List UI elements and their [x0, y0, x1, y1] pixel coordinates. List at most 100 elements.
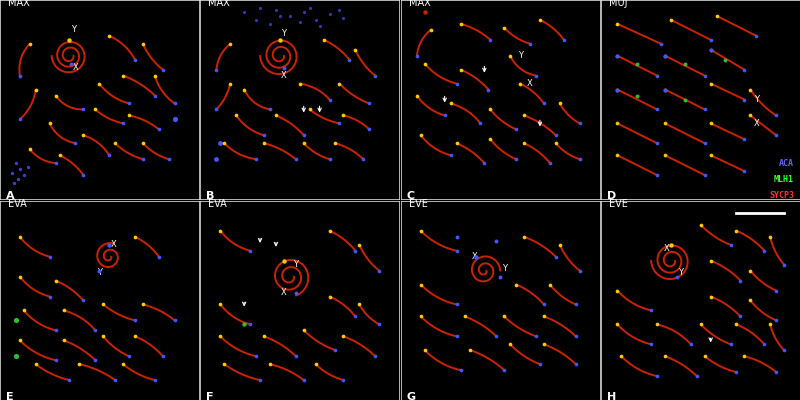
- Text: Y: Y: [518, 51, 522, 60]
- Point: [738, 96, 751, 103]
- Point: [574, 268, 586, 274]
- Text: X: X: [110, 240, 116, 249]
- Point: [611, 120, 624, 126]
- Text: MAX: MAX: [209, 0, 230, 8]
- Point: [65, 60, 78, 67]
- Point: [498, 367, 510, 373]
- Text: X: X: [73, 63, 78, 72]
- Point: [14, 274, 26, 280]
- Point: [18, 307, 30, 314]
- Point: [278, 64, 290, 71]
- Point: [704, 152, 717, 158]
- Point: [744, 86, 757, 93]
- Point: [290, 156, 302, 162]
- Point: [30, 86, 42, 93]
- Point: [438, 112, 451, 119]
- Point: [574, 156, 586, 162]
- Point: [162, 156, 175, 162]
- Point: [734, 277, 747, 284]
- Point: [738, 168, 751, 174]
- Text: MUJ: MUJ: [610, 0, 628, 8]
- Point: [214, 333, 226, 340]
- Point: [333, 80, 346, 87]
- Point: [117, 361, 130, 367]
- Point: [294, 80, 306, 87]
- Point: [554, 100, 566, 107]
- Point: [298, 377, 310, 383]
- Point: [758, 341, 770, 348]
- Point: [230, 112, 242, 119]
- Point: [117, 72, 130, 79]
- Point: [129, 333, 142, 340]
- Text: SYCP3: SYCP3: [769, 191, 794, 200]
- Point: [611, 52, 624, 59]
- Point: [290, 353, 302, 360]
- Point: [611, 321, 624, 328]
- Point: [168, 116, 181, 123]
- Point: [137, 156, 150, 162]
- Point: [484, 37, 497, 43]
- Point: [129, 317, 142, 324]
- Point: [524, 40, 537, 47]
- Point: [510, 281, 522, 288]
- Point: [558, 37, 570, 43]
- Text: ACA: ACA: [779, 159, 794, 168]
- Text: C: C: [407, 191, 415, 201]
- Point: [323, 293, 336, 300]
- Point: [14, 166, 26, 172]
- Point: [704, 258, 717, 264]
- Point: [303, 106, 316, 113]
- Point: [329, 140, 342, 146]
- Point: [418, 9, 431, 15]
- Point: [149, 72, 162, 79]
- Point: [704, 37, 717, 43]
- Point: [444, 152, 457, 158]
- Point: [698, 72, 711, 79]
- Point: [694, 222, 707, 228]
- Point: [337, 15, 350, 21]
- Point: [57, 337, 70, 344]
- Text: X: X: [281, 288, 286, 297]
- Point: [650, 140, 663, 146]
- Point: [454, 66, 467, 73]
- Point: [263, 106, 276, 113]
- Point: [704, 46, 717, 53]
- Point: [464, 347, 477, 354]
- Point: [454, 21, 467, 27]
- Point: [373, 321, 386, 328]
- Point: [704, 120, 717, 126]
- Point: [724, 341, 737, 348]
- Point: [23, 146, 36, 152]
- Point: [369, 72, 382, 79]
- Point: [645, 341, 658, 348]
- Point: [254, 5, 266, 11]
- Point: [494, 274, 506, 280]
- Point: [658, 86, 671, 93]
- Text: F: F: [206, 392, 214, 400]
- Point: [498, 25, 510, 31]
- Text: MAX: MAX: [409, 0, 430, 8]
- Point: [93, 268, 106, 274]
- Point: [353, 301, 366, 308]
- Point: [450, 80, 463, 87]
- Point: [89, 106, 102, 113]
- Point: [424, 27, 437, 33]
- Point: [156, 66, 169, 73]
- Point: [538, 341, 550, 348]
- Point: [210, 106, 222, 113]
- Text: EVA: EVA: [8, 199, 26, 209]
- Point: [117, 120, 130, 126]
- Point: [410, 92, 423, 99]
- Point: [149, 377, 162, 383]
- Point: [49, 357, 62, 363]
- Point: [744, 297, 757, 304]
- Point: [698, 106, 711, 113]
- Point: [611, 86, 624, 93]
- Point: [730, 228, 743, 234]
- Point: [18, 172, 30, 178]
- Point: [168, 317, 181, 324]
- Point: [263, 361, 276, 367]
- Point: [274, 13, 286, 19]
- Point: [484, 136, 497, 142]
- Point: [343, 56, 356, 63]
